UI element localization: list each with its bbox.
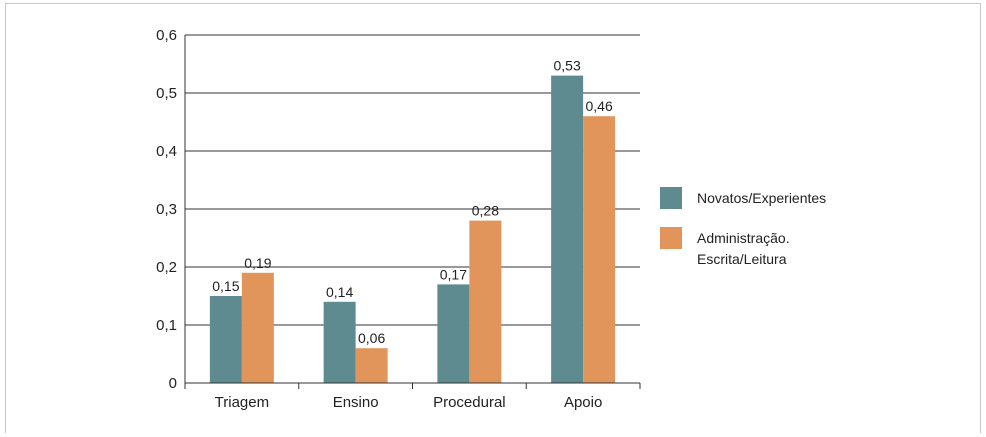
y-tick-label: 0,5 bbox=[156, 85, 177, 102]
data-label: 0,06 bbox=[358, 330, 385, 346]
x-tick-label: Ensino bbox=[333, 394, 379, 411]
bar bbox=[323, 301, 356, 383]
bars bbox=[209, 75, 616, 383]
legend-swatch bbox=[660, 187, 682, 209]
bar bbox=[583, 116, 616, 383]
y-tick-label: 0,4 bbox=[156, 143, 177, 160]
data-label: 0,46 bbox=[586, 98, 613, 114]
legend-swatch bbox=[660, 227, 682, 249]
y-tick-label: 0 bbox=[169, 375, 177, 392]
y-tick-label: 0,1 bbox=[156, 317, 177, 334]
data-label: 0,53 bbox=[554, 58, 581, 74]
y-tick-label: 0,6 bbox=[156, 27, 177, 44]
bar bbox=[437, 284, 470, 383]
y-tick-label: 0,2 bbox=[156, 259, 177, 276]
bar bbox=[469, 220, 502, 383]
legend-label: Administração. bbox=[697, 230, 790, 246]
x-tick-label: Apoio bbox=[564, 394, 602, 411]
x-tick-label: Procedural bbox=[433, 394, 506, 411]
data-label: 0,15 bbox=[212, 278, 239, 294]
x-tick-label: Triagem bbox=[215, 394, 269, 411]
legend: Novatos/Experientes Administração. Escrita… bbox=[660, 187, 826, 267]
data-label: 0,19 bbox=[244, 255, 271, 271]
bar bbox=[551, 75, 584, 383]
bar bbox=[241, 272, 274, 383]
bar bbox=[209, 296, 242, 383]
x-axis: Triagem Ensino Procedural Apoio bbox=[184, 382, 641, 411]
legend-label: Novatos/Experientes bbox=[697, 190, 826, 206]
data-label: 0,17 bbox=[440, 266, 467, 282]
legend-label: Escrita/Leitura bbox=[697, 251, 787, 267]
data-label: 0,14 bbox=[326, 284, 353, 300]
data-label: 0,28 bbox=[472, 203, 499, 219]
data-labels: 0,15 0,19 0,14 0,06 0,17 0,28 0,53 0,46 bbox=[212, 58, 613, 347]
y-tick-label: 0,3 bbox=[156, 201, 177, 218]
y-axis-ticks: 0 0,1 0,2 0,3 0,4 0,5 0,6 bbox=[156, 27, 177, 392]
bar bbox=[355, 348, 388, 383]
chart-frame bbox=[5, 3, 981, 433]
